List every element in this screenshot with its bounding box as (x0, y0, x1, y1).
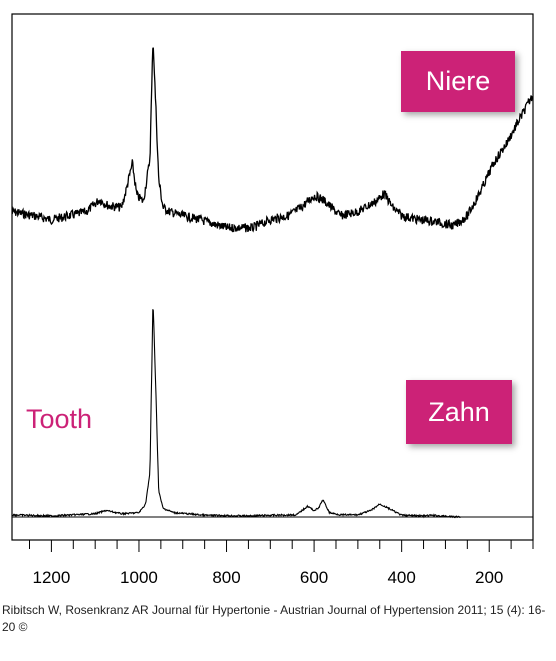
x-tick-label: 200 (475, 568, 503, 587)
x-tick-label: 400 (387, 568, 415, 587)
x-tick-label: 800 (212, 568, 240, 587)
x-axis-tick-labels: 1200 1000 800 600 400 200 (32, 568, 503, 587)
zahn-spectrum-line (11, 309, 462, 519)
x-tick-label: 1000 (120, 568, 158, 587)
niere-label-box: Niere (401, 51, 515, 112)
niere-label: Niere (425, 66, 491, 96)
x-tick-label: 600 (300, 568, 328, 587)
zahn-label: Zahn (428, 396, 490, 427)
tooth-label: Tooth (26, 404, 93, 434)
plot-border (11, 13, 534, 541)
niere-spectrum-line (11, 47, 534, 233)
zahn-label-box: Zahn (406, 380, 512, 444)
spectrum-chart: 1200 1000 800 600 400 200 (11, 13, 534, 587)
citation-caption: Ribitsch W, Rosenkranz AR Journal für Hy… (2, 603, 546, 634)
x-tick-label: 1200 (32, 568, 70, 587)
x-axis-ticks (29, 540, 534, 552)
